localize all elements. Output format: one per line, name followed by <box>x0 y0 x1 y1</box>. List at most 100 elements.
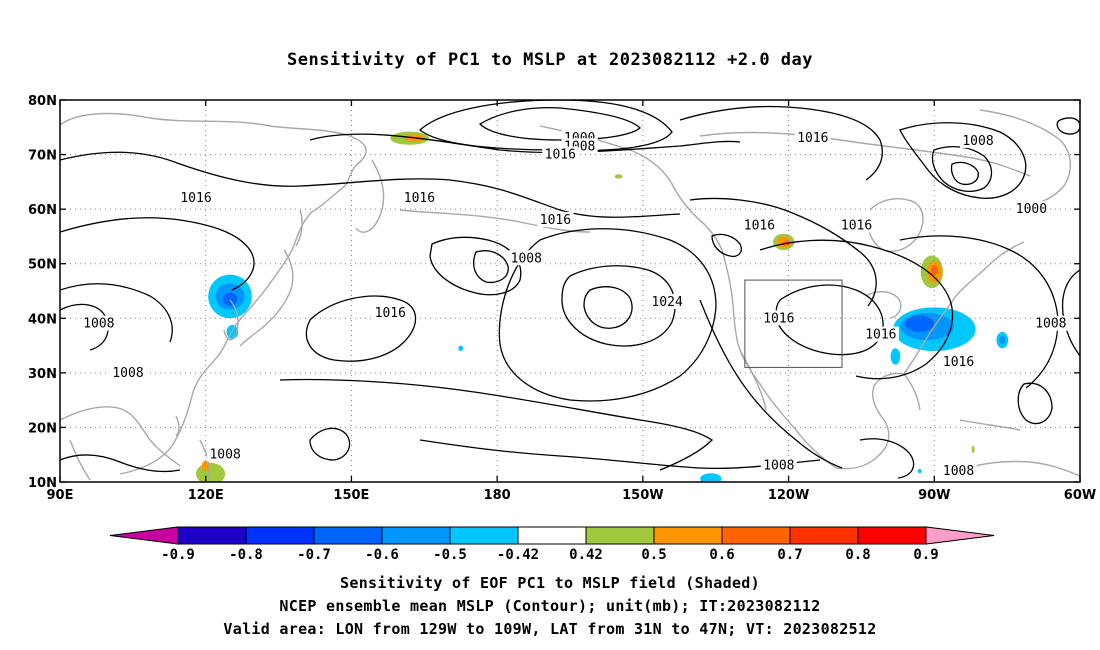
contour-line <box>759 239 954 380</box>
map-frame <box>59 99 1081 483</box>
colorbar-segment <box>585 526 655 545</box>
coast-caribbean <box>959 419 1021 431</box>
coast-taiwan <box>175 415 180 437</box>
contour-line <box>60 283 173 343</box>
contour-label-bg <box>760 310 797 326</box>
contour-line <box>60 454 181 473</box>
lon-tick-label: 150W <box>622 488 663 503</box>
coast-florida <box>903 373 921 411</box>
contour-line <box>478 106 641 141</box>
lat-tick-label: 70N <box>28 149 57 164</box>
coast-greenland <box>979 109 1071 206</box>
contour-label-bg <box>649 293 686 309</box>
coast-aleutians <box>399 209 591 233</box>
contour-line <box>679 105 883 181</box>
caption-line-3: Valid area: LON from 129W to 109W, LAT f… <box>223 620 877 638</box>
contour-label: 1016 <box>375 306 406 321</box>
contour-line <box>418 100 673 152</box>
colorbar-label: -0.42 <box>497 547 539 563</box>
contour-labels: 1000100810161016100810161016101610001016… <box>80 130 1069 479</box>
contour-label-bg <box>178 190 214 206</box>
colorbar-segment <box>857 526 927 545</box>
contour-line <box>583 286 633 329</box>
contour-label: 1008 <box>209 448 240 463</box>
contour-label: 1016 <box>180 191 211 206</box>
lat-tick-label: 40N <box>28 312 57 327</box>
contour-line <box>309 427 351 461</box>
coast-south-america <box>959 460 1080 477</box>
contour-line <box>711 233 742 258</box>
colorbar-segment <box>313 526 383 545</box>
sensitivity-patch <box>614 174 623 179</box>
contour-label-bg <box>1013 201 1050 217</box>
colorbar-segment <box>789 526 859 545</box>
contour-label-bg <box>1032 315 1069 331</box>
contour-line <box>1056 117 1080 135</box>
contour-label-bg <box>207 446 244 462</box>
contour-label: 1008 <box>763 459 794 474</box>
sensitivity-patch <box>971 445 975 454</box>
contour-label-bg <box>838 217 875 233</box>
lat-tick-label: 50N <box>28 258 57 273</box>
contour-label: 1008 <box>943 464 974 479</box>
coast-arctic-canada <box>699 131 1031 177</box>
colorbar-segment <box>517 526 587 545</box>
sensitivity-patch <box>905 315 935 332</box>
lon-tick-label: 60W <box>1064 488 1096 503</box>
colorbar-label: 0.5 <box>641 547 666 563</box>
colorbar-segment <box>381 526 451 545</box>
contour-line <box>279 378 714 471</box>
contour-label: 1000 <box>1016 202 1047 217</box>
coast-na-east <box>903 241 1025 375</box>
contour-line <box>699 299 843 469</box>
lon-tick-label: 90E <box>47 488 74 503</box>
contour-label: 1016 <box>797 131 828 146</box>
contour-line <box>472 250 509 284</box>
colorbar-segment <box>177 526 247 545</box>
contour-label-bg <box>110 364 146 380</box>
colorbar-label: -0.9 <box>161 547 195 563</box>
colorbar-label: -0.7 <box>297 547 331 563</box>
contour-label: 1008 <box>83 317 114 332</box>
contour-line <box>931 145 993 193</box>
sensitivity-patch <box>458 345 464 352</box>
valid-area-box <box>744 279 843 368</box>
contour-label: 1024 <box>651 295 682 310</box>
contour-line <box>899 122 1027 199</box>
contour-line <box>305 295 417 362</box>
colorbar-label: 0.42 <box>569 547 603 563</box>
colorbar-segment <box>449 526 519 545</box>
lat-tick-label: 60N <box>28 203 57 218</box>
colorbar: -0.9 -0.8 -0.7 -0.6 -0.5 -0.42 0.42 0.5 0.6 0.7 0.… <box>109 526 995 563</box>
lon-tick-label: 120E <box>188 488 224 503</box>
lat-tick-label: 80N <box>28 94 57 109</box>
coast-great-lakes <box>865 291 902 319</box>
contour-line <box>60 217 255 291</box>
contour-label-bg <box>401 190 438 206</box>
sensitivity-patch <box>917 468 922 474</box>
contour-label: 1016 <box>540 213 571 228</box>
contour-label-bg <box>940 353 977 369</box>
lat-tick-label: 30N <box>28 367 57 382</box>
contour-label: 1008 <box>1035 317 1066 332</box>
sensitivity-patch <box>700 473 722 482</box>
contour-label: 1016 <box>943 355 974 370</box>
caption-line-1: Sensitivity of EOF PC1 to MSLP field (Sh… <box>340 574 760 592</box>
coast-baja <box>739 349 767 411</box>
colorbar-label: 0.7 <box>777 547 802 563</box>
map-title: Sensitivity of PC1 to MSLP at 2023082112… <box>286 50 813 70</box>
coast-hudson-bay <box>868 198 924 252</box>
caption-line-2: NCEP ensemble mean MSLP (Contour); unit(… <box>279 597 821 615</box>
sensitivity-patch <box>222 292 238 306</box>
lon-tick-label: 120W <box>768 488 809 503</box>
colorbar-label: -0.6 <box>365 547 399 563</box>
coast-japan <box>239 249 294 347</box>
colorbar-label: -0.5 <box>433 547 467 563</box>
colorbar-segment <box>721 526 791 545</box>
colorbar-label: 0.8 <box>845 547 870 563</box>
colorbar-label: 0.6 <box>709 547 734 563</box>
contour-label-bg <box>537 212 574 228</box>
contour-label-bg <box>741 217 778 233</box>
contour-line <box>60 151 681 218</box>
contour-label-bg <box>372 304 409 320</box>
